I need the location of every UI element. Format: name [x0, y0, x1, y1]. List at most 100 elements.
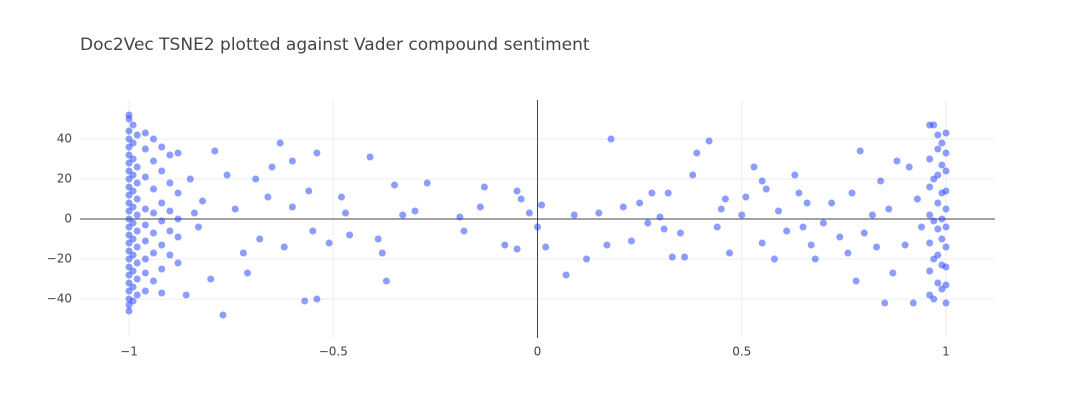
point [207, 275, 215, 283]
point [133, 131, 141, 139]
point [930, 175, 938, 183]
point [133, 243, 141, 251]
point [460, 227, 468, 235]
point [758, 177, 766, 185]
point [811, 255, 819, 263]
point [513, 187, 521, 195]
point [129, 139, 137, 147]
point [893, 157, 901, 165]
point [930, 295, 938, 303]
point [256, 235, 264, 243]
point [129, 155, 137, 163]
point [934, 131, 942, 139]
point [656, 213, 664, 221]
point [166, 251, 174, 259]
point [313, 149, 321, 157]
point [934, 145, 942, 153]
point [378, 249, 386, 257]
point [942, 281, 950, 289]
point [158, 289, 166, 297]
point [942, 129, 950, 137]
point [223, 171, 231, 179]
point [930, 217, 938, 225]
point [664, 189, 672, 197]
point [129, 121, 137, 129]
point [166, 227, 174, 235]
point [738, 211, 746, 219]
point [150, 209, 158, 217]
point [603, 241, 611, 249]
point [231, 205, 239, 213]
point [942, 205, 950, 213]
point [166, 179, 174, 187]
point [513, 245, 521, 253]
point [276, 139, 284, 147]
point [264, 193, 272, 201]
point [346, 231, 354, 239]
point [689, 171, 697, 179]
point [174, 189, 182, 197]
point [570, 211, 578, 219]
point [133, 211, 141, 219]
point [926, 239, 934, 247]
x-tick-label: −0.5 [319, 345, 348, 359]
point [807, 241, 815, 249]
point [926, 155, 934, 163]
point [934, 199, 942, 207]
point [938, 161, 946, 169]
point [713, 223, 721, 231]
point [133, 195, 141, 203]
y-tick-label: −20 [47, 252, 72, 266]
point [129, 297, 137, 305]
point [342, 209, 350, 217]
point [382, 277, 390, 285]
point [129, 219, 137, 227]
point [480, 183, 488, 191]
point [607, 135, 615, 143]
point [133, 275, 141, 283]
point [150, 185, 158, 193]
point [399, 211, 407, 219]
point [199, 197, 207, 205]
y-tick-label: 0 [64, 212, 72, 226]
point [942, 243, 950, 251]
point [538, 201, 546, 209]
point [644, 219, 652, 227]
point [926, 183, 934, 191]
point [885, 205, 893, 213]
point [848, 189, 856, 197]
point [791, 171, 799, 179]
point [770, 255, 778, 263]
point [194, 223, 202, 231]
point [150, 157, 158, 165]
point [501, 241, 509, 249]
point [219, 311, 227, 319]
point [562, 271, 570, 279]
point [717, 205, 725, 213]
point [313, 295, 321, 303]
point [930, 121, 938, 129]
point [725, 249, 733, 257]
point [150, 135, 158, 143]
point [129, 203, 137, 211]
point [374, 235, 382, 243]
point [150, 249, 158, 257]
point [129, 235, 137, 243]
point [243, 269, 251, 277]
point [133, 179, 141, 187]
point [534, 223, 541, 231]
point [668, 253, 676, 261]
point [141, 145, 149, 153]
point [873, 243, 881, 251]
y-tick-label: 20 [57, 172, 72, 186]
point [913, 195, 921, 203]
point [676, 229, 684, 237]
chart-title: Doc2Vec TSNE2 plotted against Vader comp… [80, 35, 590, 55]
point [619, 203, 627, 211]
point [158, 199, 166, 207]
point [627, 237, 635, 245]
point [141, 129, 149, 137]
point [129, 251, 137, 259]
point [942, 167, 950, 175]
